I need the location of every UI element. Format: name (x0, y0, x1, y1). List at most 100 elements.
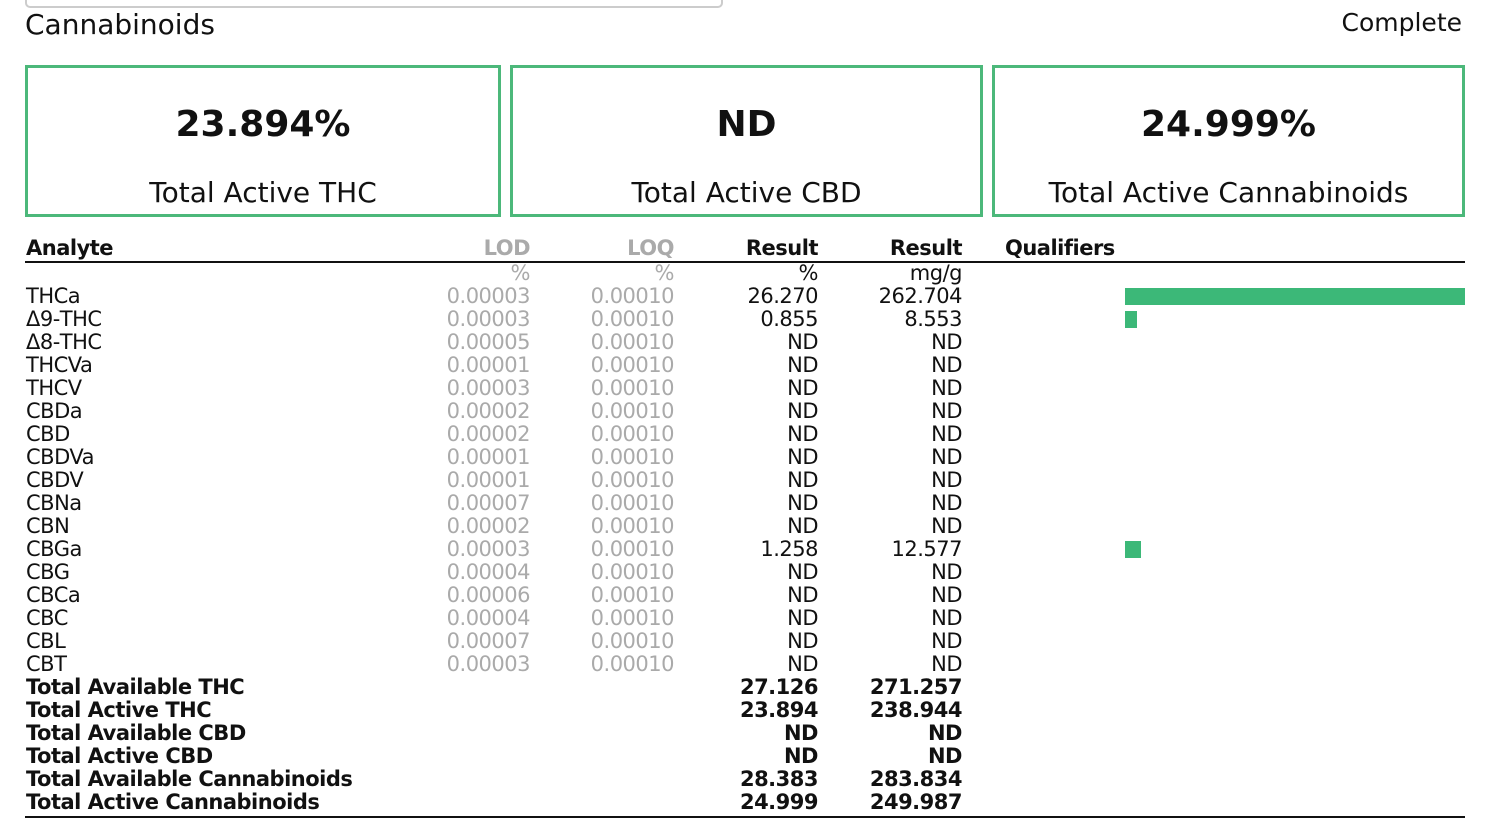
summary-card: 23.894% Total Active THC (25, 65, 501, 217)
cell-value: ND (931, 629, 962, 653)
total-value: ND (783, 721, 819, 745)
cell-value: 0.00010 (590, 652, 675, 676)
cell-value: 0.00010 (590, 399, 675, 423)
analyte: THCa (26, 284, 81, 308)
cell-value: 0.00007 (446, 629, 531, 653)
cell-value: ND (931, 353, 962, 377)
cell-value: ND (787, 583, 818, 607)
cell-value: 0.00004 (446, 560, 531, 584)
column-header: LOQ (627, 236, 674, 260)
analyte: THCVa (26, 353, 93, 377)
cell-value: ND (931, 560, 962, 584)
summary-label: Total Active CBD (631, 176, 862, 209)
analyte: CBT (26, 652, 67, 676)
total-name: Total Active THC (26, 698, 212, 722)
cell-value: 0.00001 (446, 445, 531, 469)
analyte: Δ8-THC (26, 330, 102, 354)
cell-value: 0.00010 (590, 330, 675, 354)
cell-value: ND (787, 560, 818, 584)
total-value: ND (783, 744, 819, 768)
total-value: ND (927, 744, 963, 768)
total-value: 283.834 (869, 767, 963, 791)
analyte: CBL (26, 629, 66, 653)
total-value: 23.894 (739, 698, 819, 722)
cell-value: 0.00003 (446, 307, 531, 331)
column-header: Qualifiers (1005, 236, 1115, 260)
bottom-rule (25, 816, 1465, 818)
result-bar (1125, 288, 1465, 305)
cell-value: 0.00010 (590, 468, 675, 492)
cell-value: ND (787, 468, 818, 492)
analyte: CBNa (26, 491, 82, 515)
cell-value: 0.00002 (446, 399, 531, 423)
total-value: 27.126 (739, 675, 819, 699)
cell-value: ND (931, 514, 962, 538)
unit: mg/g (909, 261, 963, 285)
cell-value: 0.00002 (446, 514, 531, 538)
analyte: CBD (26, 422, 70, 446)
cell-value: ND (787, 514, 818, 538)
cell-value: ND (931, 422, 962, 446)
unit: % (654, 261, 675, 285)
cell-value: ND (931, 468, 962, 492)
search-input[interactable] (25, 0, 723, 8)
cell-value: ND (931, 652, 962, 676)
cell-value: 0.00006 (446, 583, 531, 607)
cell-value: ND (931, 583, 962, 607)
cell-value: 0.00001 (446, 353, 531, 377)
analyte: CBGa (26, 537, 82, 561)
analyte: CBG (26, 560, 70, 584)
total-value: 249.987 (869, 790, 963, 814)
section-title: Cannabinoids (25, 8, 215, 41)
cell-value: 0.00010 (590, 560, 675, 584)
cell-value: 0.00002 (446, 422, 531, 446)
cell-value: ND (787, 652, 818, 676)
cell-value: ND (931, 606, 962, 630)
total-name: Total Active CBD (26, 744, 213, 768)
total-value: 271.257 (869, 675, 963, 699)
cell-value: 0.00010 (590, 445, 675, 469)
total-name: Total Active Cannabinoids (26, 790, 320, 814)
column-header: Analyte (26, 236, 114, 260)
cell-value: 0.00010 (590, 353, 675, 377)
summary-label: Total Active THC (149, 176, 377, 209)
unit: % (510, 261, 531, 285)
cell-value: 0.00003 (446, 284, 531, 308)
cell-value: 12.577 (891, 537, 963, 561)
summary-label: Total Active Cannabinoids (1048, 176, 1409, 209)
analyte: THCV (26, 376, 82, 400)
cell-value: 1.258 (760, 537, 818, 561)
column-header: Result (889, 236, 963, 260)
cell-value: ND (931, 491, 962, 515)
cell-value: ND (931, 445, 962, 469)
cell-value: ND (787, 330, 818, 354)
cell-value: 0.00004 (446, 606, 531, 630)
cell-value: 0.00007 (446, 491, 531, 515)
summary-value: ND (716, 104, 777, 145)
total-value: 238.944 (869, 698, 963, 722)
cell-value: 262.704 (878, 284, 963, 308)
column-header: LOD (483, 236, 531, 260)
cell-value: 0.00010 (590, 606, 675, 630)
total-name: Total Available THC (26, 675, 245, 699)
summary-value: 23.894% (175, 104, 351, 145)
cell-value: ND (931, 330, 962, 354)
total-name: Total Available CBD (26, 721, 246, 745)
header-rule (25, 261, 1465, 263)
cell-value: ND (787, 422, 818, 446)
analyte: CBDV (26, 468, 84, 492)
cell-value: 8.553 (904, 307, 962, 331)
cell-value: 0.00010 (590, 284, 675, 308)
result-bar (1125, 311, 1137, 328)
cell-value: 0.00001 (446, 468, 531, 492)
cell-value: 0.00010 (590, 376, 675, 400)
cell-value: 0.00010 (590, 537, 675, 561)
cell-value: ND (787, 445, 818, 469)
cell-value: ND (787, 353, 818, 377)
analyte: Δ9-THC (26, 307, 102, 331)
total-value: ND (927, 721, 963, 745)
cell-value: 0.00010 (590, 307, 675, 331)
cell-value: 0.00005 (446, 330, 531, 354)
unit: % (798, 261, 819, 285)
